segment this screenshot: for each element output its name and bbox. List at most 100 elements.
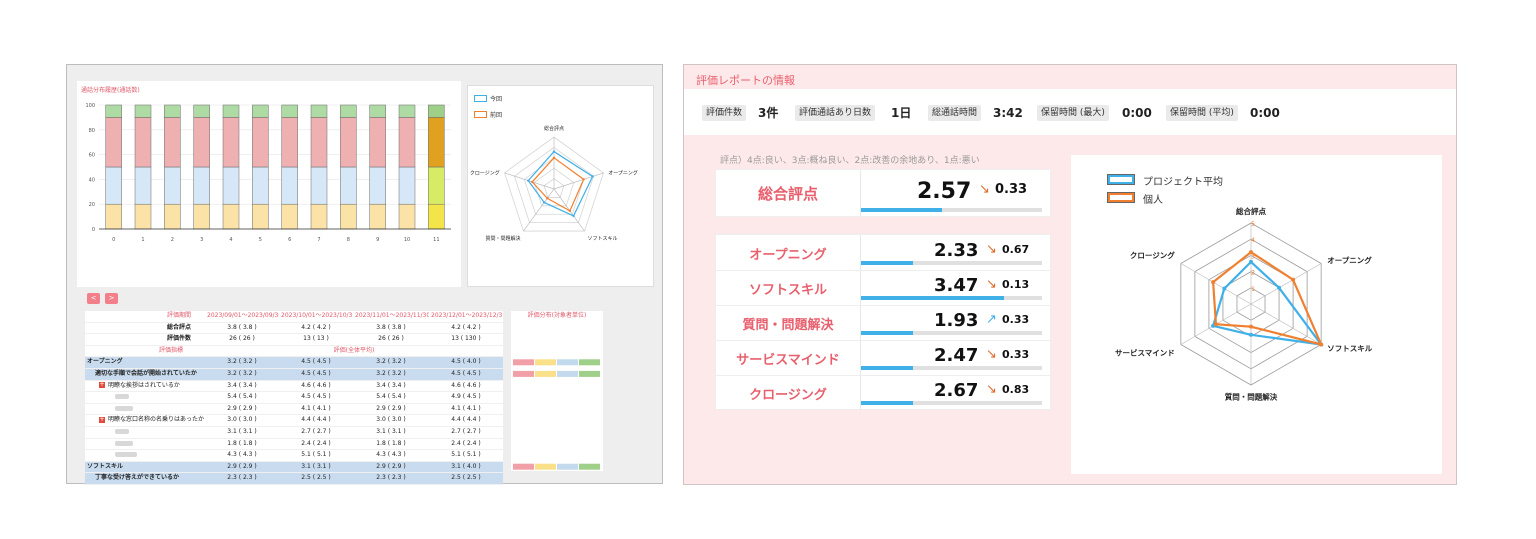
score-name: サービスマインド — [736, 353, 840, 368]
row-value: 3.4 ( 3.4 ) — [205, 380, 279, 393]
x-tick-label: 7 — [317, 237, 320, 243]
x-tick-label: 4 — [229, 237, 232, 243]
divider — [860, 270, 861, 305]
bar-segment — [193, 117, 210, 168]
radar-point — [1213, 322, 1218, 327]
trend-down-icon: ↘ — [986, 347, 997, 362]
total-score-bar-fill — [861, 208, 943, 212]
row-value: 4.5 ( 4.5 ) — [429, 368, 503, 381]
row-label — [85, 438, 205, 451]
radar-spoke — [523, 188, 555, 232]
distribution-segment — [557, 370, 578, 377]
row-label — [85, 403, 205, 416]
bar-segment — [252, 166, 269, 205]
row-value: 4.6 ( 4.6 ) — [279, 380, 353, 393]
row-value: 3.1 ( 3.1 ) — [205, 426, 279, 439]
row-value: 4.5 ( 4.5 ) — [279, 356, 353, 369]
row-value: 4.4 ( 4.4 ) — [429, 414, 503, 427]
stat-value: 3:42 — [993, 106, 1023, 120]
stat-value: 0:00 — [1122, 106, 1152, 120]
radar-axis-label: ソフトスキル — [588, 236, 618, 242]
score-name: オープニング — [749, 248, 827, 263]
row-value: 4.3 ( 4.3 ) — [353, 449, 429, 462]
row-label-text: 適切な手順で会話が開始されていたか — [95, 369, 197, 377]
summary-label: 総合評点 — [85, 322, 205, 335]
radar-tick-label: 1 — [1251, 285, 1255, 293]
row-value: 5.4 ( 5.4 ) — [205, 391, 279, 404]
divider — [860, 305, 861, 340]
row-value: 4.1 ( 4.1 ) — [429, 403, 503, 416]
row-value: 2.7 ( 2.7 ) — [429, 426, 503, 439]
total-score-bar — [861, 208, 1042, 212]
radar-axis-label: クロージング — [1130, 250, 1175, 260]
evaluation-report-panel: 評価レポートの情報 評価件数 3件 評価通話あり日数 1日 総通話時間 3:42… — [683, 64, 1457, 485]
bar-segment — [222, 104, 240, 118]
bar-segment — [428, 203, 445, 230]
bar-segment — [281, 104, 298, 118]
distribution-segment — [579, 463, 600, 470]
bar-segment — [369, 117, 386, 168]
row-value: 1.8 ( 1.8 ) — [353, 438, 429, 451]
row-label: 丁寧な受け答えができているか — [85, 472, 205, 485]
bar-segment — [252, 203, 269, 230]
radar-point — [1211, 280, 1216, 285]
score-delta: 0.33 — [1002, 348, 1030, 361]
bar-segment — [134, 104, 152, 118]
call-history-panel: 通話分布履歴(通話数) 0 20 40 60 80 100 0 1 2 3 4 5 6 7 8 9 10 11 今… — [66, 64, 663, 485]
redacted-name — [115, 452, 137, 458]
bar-segment — [398, 166, 416, 205]
legend-previous-label: 前回 — [490, 112, 503, 119]
table-row: 4.3 ( 4.3 ) 5.1 ( 5.1 ) 4.3 ( 4.3 ) 5.1 ( 5… — [85, 449, 503, 462]
trend-up-icon: ↗ — [986, 312, 997, 327]
bar-segment — [340, 117, 357, 168]
score-bar-fill — [861, 401, 914, 405]
x-tick-label: 0 — [112, 237, 115, 243]
radar-tick-label: 5 — [1251, 220, 1255, 228]
row-label — [85, 449, 205, 462]
radar-axis-label: オープニング — [1327, 255, 1372, 265]
radar-point — [591, 175, 594, 178]
expand-icon[interactable]: + — [99, 381, 105, 389]
period-header: 2023/10/01～2023/10/31 — [279, 311, 353, 323]
row-value: 2.4 ( 2.4 ) — [279, 438, 353, 451]
row-value: 4.5 ( 4.0 ) — [429, 356, 503, 369]
score-delta: 0.33 — [1002, 313, 1030, 326]
x-tick-label: 8 — [347, 237, 350, 243]
category-scores-card: オープニング 2.33 ↘ 0.67 ソフトスキル 3.47 ↘ 0.13 質問・問題解決 1.9… — [715, 234, 1051, 410]
radar-ring — [533, 167, 575, 207]
summary-cell: 26 ( 26 ) — [353, 333, 429, 346]
divider — [860, 340, 861, 375]
score-row: クロージング 2.67 ↘ 0.83 — [716, 375, 1050, 410]
score-delta: 0.83 — [1002, 383, 1030, 396]
bar-segment — [193, 104, 210, 118]
legend-previous-swatch — [474, 111, 487, 118]
divider — [860, 170, 861, 216]
bar-segment — [222, 166, 240, 205]
row-value: 3.4 ( 3.4 ) — [353, 380, 429, 393]
score-name: 質問・問題解決 — [742, 318, 834, 333]
bar-segment — [134, 166, 152, 205]
bar-segment — [340, 203, 357, 230]
table-row: 2.9 ( 2.9 ) 4.1 ( 4.1 ) 2.9 ( 2.9 ) 4.1 ( 4… — [85, 403, 503, 416]
expand-icon[interactable]: + — [99, 415, 105, 423]
table-row: 適切な手順で会話が開始されていたか 3.2 ( 3.2 ) 4.5 ( 4.5 ) 3… — [85, 368, 503, 381]
bar-segment — [193, 203, 210, 230]
next-page-button[interactable]: > — [105, 293, 118, 304]
distribution-segment — [513, 358, 534, 365]
distribution-segment — [579, 370, 600, 377]
radar-point — [552, 156, 556, 159]
redacted-name — [115, 394, 129, 400]
prev-page-button[interactable]: < — [87, 293, 100, 304]
y-tick-label: 20 — [89, 202, 95, 208]
radar-point — [543, 201, 546, 204]
score-bar-fill — [861, 296, 1004, 300]
distribution-segment — [557, 463, 578, 470]
table-row: 3.1 ( 3.1 ) 2.7 ( 2.7 ) 3.1 ( 3.1 ) 2.7 ( 2… — [85, 426, 503, 439]
bar-segment — [252, 104, 269, 118]
distribution-segment — [535, 370, 556, 377]
bar-segment — [428, 104, 445, 118]
radar-point — [1319, 342, 1324, 347]
row-value: 2.9 ( 2.9 ) — [205, 461, 279, 474]
period-header: 2023/12/01～2023/12/31 — [429, 311, 503, 323]
